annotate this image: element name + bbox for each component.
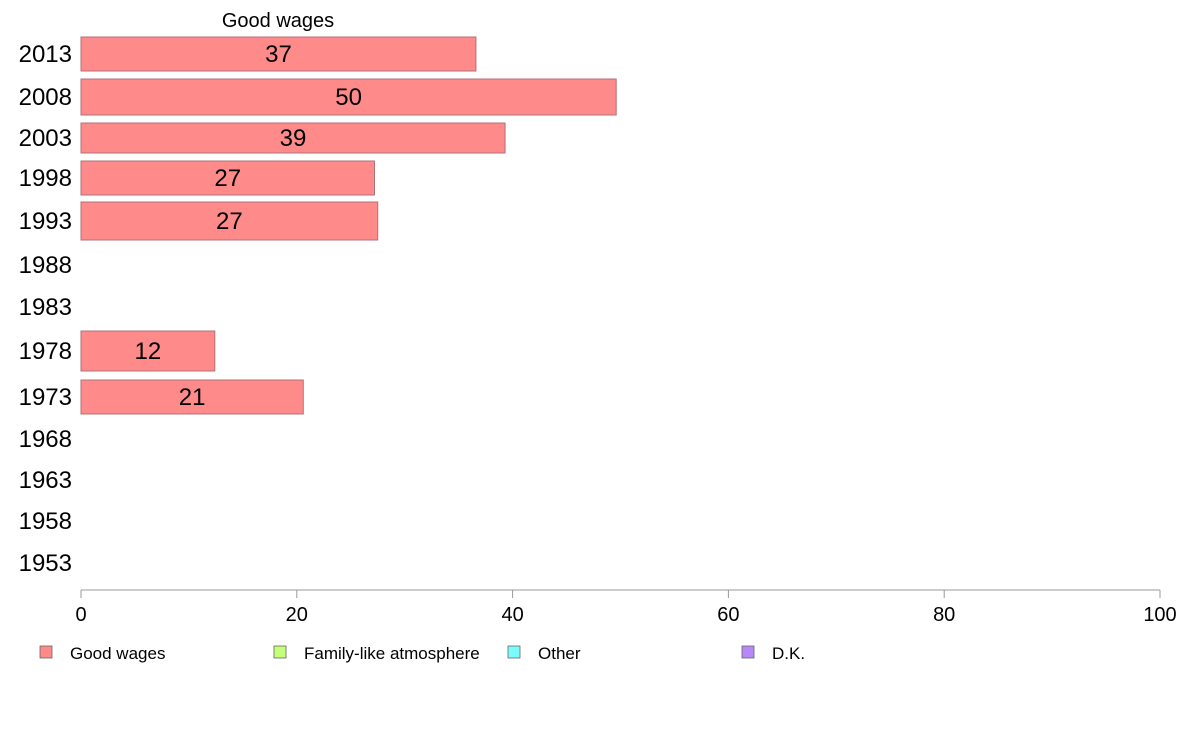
y-axis-labels: 2013 2008 2003 1998 1993 1988 1983 1978 1973 1968… xyxy=(19,41,72,577)
x-tick-label: 80 xyxy=(933,604,955,626)
y-tick-label: 2008 xyxy=(19,84,72,111)
bar xyxy=(80,201,379,241)
bar xyxy=(80,36,477,72)
y-tick-label: 2003 xyxy=(19,125,72,152)
bar-value-label: 39 xyxy=(280,125,307,152)
legend: Good wages Family-like atmosphere Other D.K… xyxy=(39,644,805,663)
legend-label: D.K. xyxy=(772,644,805,663)
bar xyxy=(80,330,216,372)
x-tick-label: 20 xyxy=(286,604,308,626)
legend-swatch xyxy=(273,645,287,659)
legend-label: Other xyxy=(538,644,581,663)
y-tick-label: 1953 xyxy=(19,550,72,577)
x-tick-label: 100 xyxy=(1143,604,1176,626)
bar-series: 37 50 39 27 27 12 21 xyxy=(80,36,617,415)
y-tick-label: 2013 xyxy=(19,41,72,68)
bar-value-label: 37 xyxy=(265,41,292,68)
bar-value-label: 50 xyxy=(335,84,362,111)
legend-label: Family-like atmosphere xyxy=(304,644,480,663)
x-tick-label: 40 xyxy=(501,604,523,626)
bar xyxy=(80,379,304,415)
y-tick-label: 1988 xyxy=(19,252,72,279)
y-tick-label: 1998 xyxy=(19,165,72,192)
y-tick-label: 1963 xyxy=(19,467,72,494)
y-tick-label: 1993 xyxy=(19,208,72,235)
x-tick-label: 0 xyxy=(75,604,86,626)
bar-value-label: 27 xyxy=(216,208,243,235)
chart-title: Good wages xyxy=(222,10,334,32)
legend-swatch xyxy=(507,645,521,659)
bar xyxy=(80,78,617,116)
bar-value-label: 27 xyxy=(214,165,241,192)
legend-swatch xyxy=(741,645,755,659)
legend-swatch xyxy=(39,645,53,659)
bar xyxy=(80,122,506,154)
y-tick-label: 1973 xyxy=(19,384,72,411)
x-axis: 0 20 40 60 80 100 xyxy=(75,589,1177,626)
x-tick-label: 60 xyxy=(717,604,739,626)
y-tick-label: 1968 xyxy=(19,426,72,453)
bar-value-label: 12 xyxy=(135,338,162,365)
y-tick-label: 1958 xyxy=(19,508,72,535)
y-tick-label: 1978 xyxy=(19,338,72,365)
legend-label: Good wages xyxy=(70,644,165,663)
bar xyxy=(80,160,375,196)
bar-value-label: 21 xyxy=(179,384,206,411)
y-tick-label: 1983 xyxy=(19,294,72,321)
